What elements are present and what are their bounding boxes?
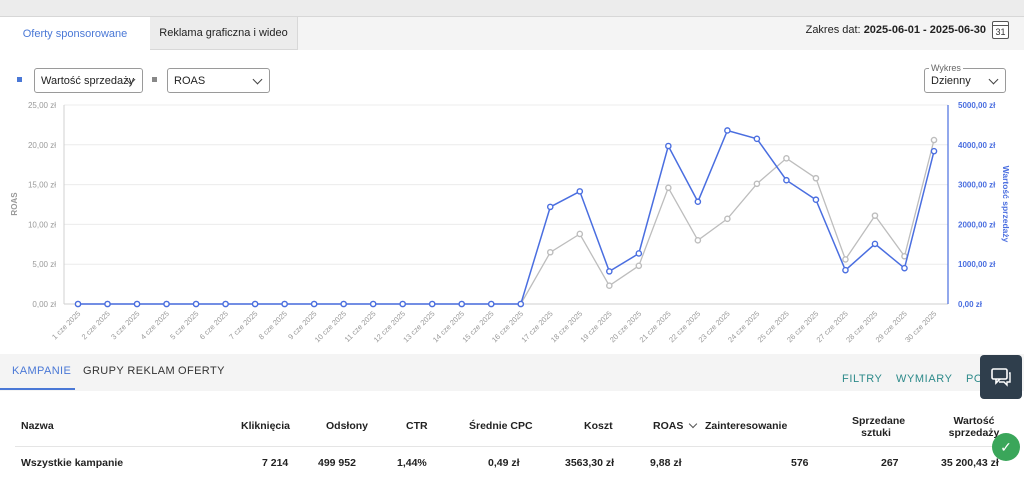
cell-name: Wszystkie kampanie [21, 457, 124, 469]
col-roas[interactable]: ROAS [653, 419, 698, 432]
tab-sponsored-offers[interactable]: Oferty sponsorowane [0, 17, 150, 50]
col-sold[interactable]: Sprzedane sztuki [852, 415, 906, 439]
active-subtab-indicator [0, 388, 75, 390]
col-clicks[interactable]: Kliknięcia [241, 420, 291, 432]
cell-value: 35 200,43 zł [941, 457, 999, 469]
sort-chevron-down-icon [689, 419, 698, 429]
chat-icon [991, 368, 1011, 387]
date-range-value: 2025-06-01 - 2025-06-30 [863, 24, 986, 36]
date-range: Zakres dat: 2025-06-01 - 2025-06-30 [806, 24, 986, 36]
chat-button[interactable] [980, 355, 1022, 399]
cell-sold: 267 [881, 457, 899, 469]
cell-roas: 9,88 zł [650, 457, 682, 469]
cell-cpc: 0,49 zł [488, 457, 520, 469]
right-metric-select[interactable]: ROAS [167, 68, 270, 93]
col-name[interactable]: Nazwa [21, 420, 54, 432]
calendar-icon[interactable]: 31 [992, 21, 1009, 39]
col-cpc[interactable]: Średnie CPC [469, 420, 533, 432]
top-bar [0, 0, 1024, 17]
col-interest[interactable]: Zainteresowanie [705, 420, 788, 432]
left-metric-value: Wartość sprzedaży [41, 74, 135, 87]
subtab-campaigns[interactable]: KAMPANIE [12, 365, 72, 377]
tab-bar: Oferty sponsorowane Reklama graficzna i … [0, 17, 1024, 50]
tab-graphic-video[interactable]: Reklama graficzna i wideo [150, 17, 298, 50]
chevron-down-icon [252, 74, 263, 85]
dimensions-button[interactable]: WYMIARY [896, 373, 953, 385]
blue-legend-square-icon [17, 77, 22, 82]
cell-clicks: 7 214 [262, 457, 289, 469]
col-roas-label: ROAS [653, 420, 684, 432]
more-button[interactable]: PO [966, 373, 984, 385]
filters-button[interactable]: FILTRY [842, 373, 883, 385]
col-cost[interactable]: Koszt [584, 420, 613, 432]
col-value-line1: Wartość [953, 415, 995, 427]
col-sold-line2: sztuki [861, 427, 891, 439]
chart-interval-label: Wykres [929, 63, 963, 73]
cell-interest: 576 [791, 457, 809, 469]
gray-legend-square-icon [152, 77, 157, 82]
cell-cost: 3563,30 zł [565, 457, 615, 469]
col-value-line2: sprzedaży [948, 427, 1000, 439]
left-metric-select[interactable]: Wartość sprzedaży [34, 68, 143, 93]
col-sold-line1: Sprzedane [852, 415, 906, 427]
chevron-down-icon [988, 74, 999, 85]
date-range-label: Zakres dat: [805, 24, 861, 36]
table-panel: KAMPANIE GRUPY REKLAM OFERTY FILTRY WYMI… [0, 354, 1024, 490]
cell-ctr: 1,44% [397, 457, 427, 469]
col-value[interactable]: Wartość sprzedaży [944, 415, 1004, 439]
col-ctr[interactable]: CTR [406, 420, 428, 432]
subtab-bar: KAMPANIE GRUPY REKLAM OFERTY FILTRY WYMI… [0, 354, 1024, 391]
cell-views: 499 952 [318, 457, 356, 469]
subtab-offers[interactable]: OFERTY [178, 365, 225, 377]
row-separator [15, 446, 1015, 447]
right-metric-value: ROAS [174, 74, 206, 87]
subtab-ad-groups[interactable]: GRUPY REKLAM [83, 365, 176, 377]
col-views[interactable]: Odsłony [326, 420, 369, 432]
chart-interval-value: Dzienny [931, 74, 971, 87]
chart-panel [0, 50, 1024, 354]
check-icon[interactable]: ✓ [992, 433, 1020, 461]
